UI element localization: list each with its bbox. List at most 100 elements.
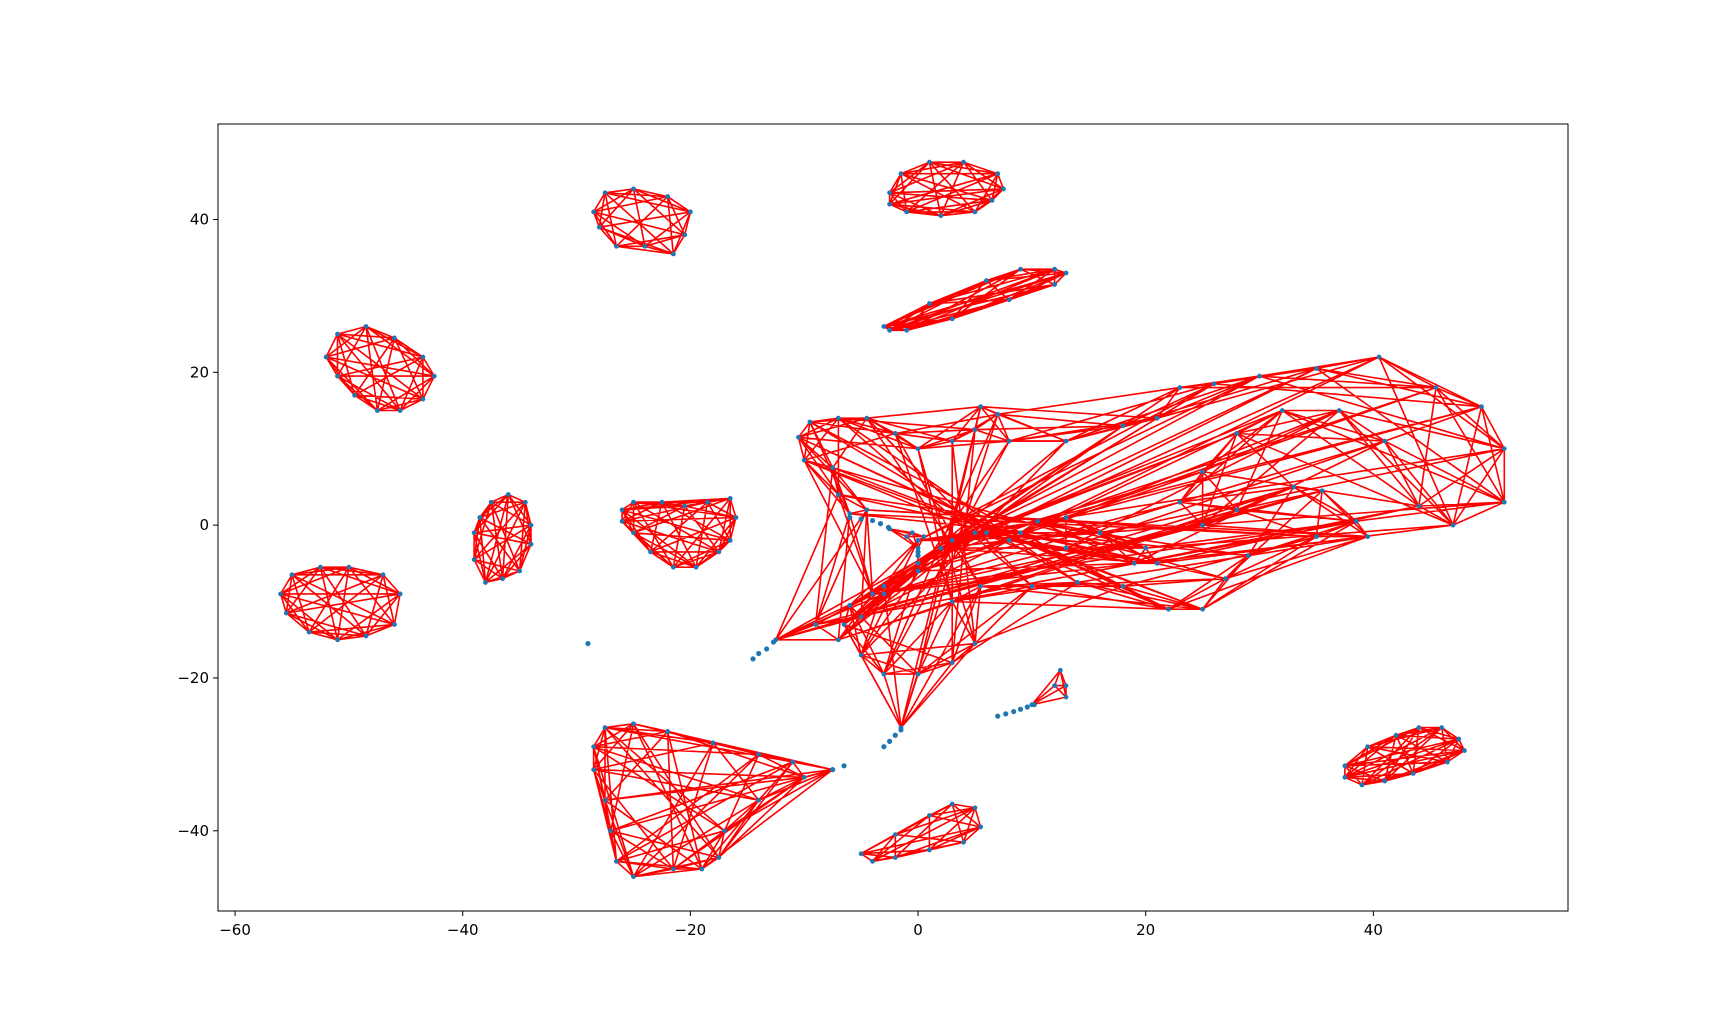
- data-point: [835, 492, 841, 497]
- data-point: [1444, 759, 1450, 765]
- data-point: [1131, 560, 1137, 566]
- data-point: [904, 327, 910, 333]
- data-point: [505, 492, 511, 497]
- y-tick-label: −40: [177, 822, 209, 840]
- data-point: [1052, 282, 1058, 287]
- data-point: [1035, 518, 1040, 524]
- data-point: [1057, 667, 1063, 673]
- data-point: [1433, 385, 1439, 391]
- cluster-internal-edges: [1031, 669, 1067, 706]
- data-point: [949, 538, 955, 543]
- cluster-c7: [279, 566, 401, 641]
- data-point: [972, 641, 978, 646]
- data-point: [471, 557, 477, 562]
- data-point: [915, 553, 921, 559]
- data-point: [949, 660, 955, 666]
- data-point: [1342, 774, 1348, 780]
- x-tick-label: 40: [1364, 921, 1383, 939]
- x-tick-label: 0: [913, 921, 923, 939]
- data-point: [1393, 732, 1399, 738]
- data-point: [352, 392, 357, 398]
- data-point: [1382, 778, 1388, 784]
- cluster-c12: [888, 528, 925, 549]
- x-tick-label: −20: [675, 921, 707, 939]
- data-point: [1120, 423, 1126, 429]
- data-point: [1314, 366, 1319, 371]
- y-axis: −40 −20 0 20 40: [177, 211, 218, 840]
- data-point: [915, 568, 921, 574]
- data-point: [915, 671, 921, 677]
- data-point: [858, 516, 864, 522]
- x-axis: −60 −40 −20 0 20 40: [219, 911, 1383, 939]
- cluster-internal-edges: [325, 325, 435, 412]
- data-point: [1177, 499, 1183, 505]
- data-point: [631, 530, 636, 536]
- data-point: [904, 209, 910, 215]
- data-point: [881, 591, 887, 597]
- data-point: [881, 671, 887, 677]
- data-point: [642, 243, 648, 249]
- data-point: [1063, 270, 1069, 276]
- data-point: [1018, 530, 1023, 536]
- data-point: [1279, 408, 1285, 413]
- data-point: [1342, 763, 1348, 769]
- data-point: [1063, 694, 1069, 700]
- data-point: [1063, 545, 1069, 551]
- data-point: [1200, 469, 1206, 475]
- data-point: [1006, 297, 1012, 303]
- data-point: [864, 507, 870, 513]
- data-point: [927, 847, 932, 853]
- data-point: [397, 591, 403, 597]
- data-point: [995, 171, 1001, 177]
- data-point: [915, 538, 921, 543]
- data-point: [693, 564, 699, 570]
- data-point: [1001, 186, 1006, 192]
- data-point: [705, 499, 710, 505]
- data-point: [420, 354, 426, 360]
- data-point: [927, 301, 932, 306]
- data-point: [938, 545, 944, 551]
- data-point: [1382, 438, 1388, 444]
- data-point: [995, 713, 1001, 719]
- data-point: [1120, 583, 1126, 589]
- data-point: [471, 530, 477, 536]
- data-point: [1365, 744, 1371, 750]
- data-point: [1006, 438, 1012, 444]
- data-point: [756, 797, 762, 803]
- data-point: [870, 858, 875, 864]
- data-point: [898, 171, 904, 177]
- data-point: [1319, 488, 1325, 494]
- data-point: [591, 209, 597, 215]
- data-point: [892, 855, 898, 860]
- data-point: [830, 465, 836, 471]
- data-point: [363, 633, 369, 639]
- axes-frame: [217, 123, 1569, 912]
- data-point: [1501, 499, 1507, 505]
- data-point: [909, 530, 915, 536]
- data-point: [790, 759, 796, 765]
- data-point: [978, 583, 984, 589]
- data-point: [1416, 503, 1422, 509]
- data-point: [885, 524, 892, 531]
- data-point: [278, 591, 284, 597]
- edges-layer: [279, 161, 1506, 878]
- points-layer: [278, 159, 1507, 880]
- data-point: [938, 213, 944, 219]
- data-point: [1450, 522, 1456, 528]
- data-point: [1031, 702, 1037, 708]
- data-point: [1063, 515, 1069, 520]
- data-point: [1365, 534, 1371, 540]
- data-point: [887, 327, 892, 333]
- data-point: [961, 839, 966, 845]
- data-point: [961, 159, 966, 165]
- data-point: [870, 591, 875, 597]
- data-point: [631, 721, 636, 727]
- data-point: [1314, 534, 1319, 540]
- data-point: [1200, 606, 1206, 612]
- data-point: [927, 813, 932, 818]
- data-point: [522, 499, 528, 505]
- data-point: [1018, 266, 1023, 272]
- data-point: [1063, 438, 1069, 444]
- cluster-c3: [883, 268, 1067, 332]
- data-point: [858, 614, 864, 620]
